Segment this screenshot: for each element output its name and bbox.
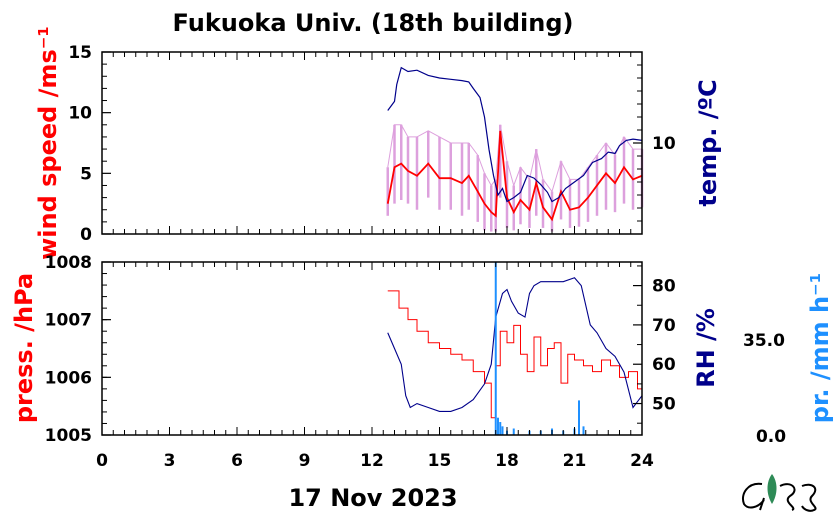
x-axis-date-label: 17 Nov 2023 [288, 484, 457, 512]
temperature-line [387, 66, 643, 203]
precipitation-bar [499, 422, 502, 435]
precip-axis-label: pr. /mm h⁻¹ [806, 273, 834, 423]
hour-tick-label: 15 [428, 451, 452, 471]
hour-tick-label: 0 [96, 451, 108, 471]
rh-tick-label: 50 [652, 395, 676, 415]
logo-leaf-icon [767, 474, 777, 504]
hour-tick-label: 24 [630, 451, 654, 471]
precipitation-bar [578, 400, 580, 435]
lower-panel: 1005 1006 1007 1008 50 60 70 80 0 3 6 9 12 15 18 21 24 p… [10, 253, 834, 471]
wind-speed-line [386, 130, 643, 222]
precipitation-bar [582, 426, 585, 435]
institution-logo [742, 474, 817, 512]
precipitation-bar [501, 426, 504, 435]
hour-tick-label: 21 [563, 451, 587, 471]
pressure-tick-label: 1007 [45, 311, 92, 331]
hour-tick-label: 9 [299, 451, 311, 471]
precip-tick-max: 35.0 [743, 331, 785, 351]
wind-speed-axis-label: wind speed /ms⁻¹ [34, 26, 62, 260]
hour-tick-label: 18 [495, 451, 519, 471]
logo-script-icon [742, 482, 817, 512]
precipitation-bar [512, 428, 515, 435]
wind-speed-tick-label: 15 [68, 43, 92, 63]
precipitation-bar [497, 417, 499, 435]
temp-tick-label: 10 [652, 134, 676, 154]
precipitation-bar [494, 262, 497, 435]
rh-tick-label: 80 [652, 277, 676, 297]
rh-tick-label: 60 [652, 355, 676, 375]
wind-speed-tick-label: 0 [80, 225, 92, 245]
wind-speed-tick-label: 10 [68, 104, 92, 124]
pressure-tick-label: 1006 [45, 368, 92, 388]
rh-tick-label: 70 [652, 316, 676, 336]
temp-axis-label: temp. /ºC [694, 79, 722, 206]
hour-tick-label: 12 [360, 451, 384, 471]
pressure-axis-label: press. /hPa [10, 273, 38, 423]
hour-tick-label: 6 [231, 451, 243, 471]
precip-tick-min: 0.0 [756, 427, 786, 447]
chart-title: Fukuoka Univ. (18th building) [173, 9, 574, 37]
wind-gust-max-line [387, 124, 642, 193]
hour-tick-label: 3 [164, 451, 176, 471]
relative-humidity-line [387, 277, 643, 412]
upper-panel: 0 5 10 15 10 wind speed /ms⁻¹ temp. /ºC [34, 26, 722, 260]
upper-plot-area [386, 66, 644, 232]
pressure-tick-label: 1008 [45, 253, 92, 273]
lower-plot-area [387, 262, 643, 435]
wind-speed-tick-label: 5 [80, 164, 92, 184]
upper-ticks: 0 5 10 15 10 [68, 43, 676, 245]
pressure-tick-label: 1005 [45, 426, 92, 446]
lower-ticks: 1005 1006 1007 1008 50 60 70 80 0 3 6 9 12 15 18 21 24 [45, 253, 676, 471]
rh-axis-label: RH /% [692, 308, 720, 388]
pressure-line [387, 290, 643, 419]
